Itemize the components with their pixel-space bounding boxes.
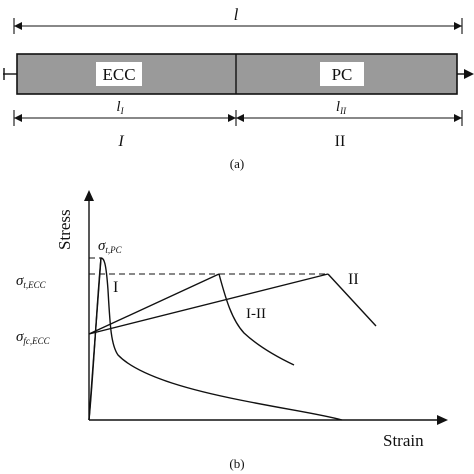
caption-b: (b) [229, 456, 244, 471]
curve-label-I: I [113, 279, 118, 296]
panel-a: l ECC PC lI lII I II (a) [3, 5, 474, 171]
x-axis-label: Strain [383, 431, 424, 450]
curve-II-hardening [88, 273, 329, 335]
ecc-label-box [96, 62, 142, 86]
total-length-arrow-right [454, 22, 462, 30]
curve-I-II-hardening [88, 273, 220, 335]
caption-a: (a) [230, 156, 244, 171]
x-axis-arrow-icon [437, 415, 448, 425]
total-length-label: l [234, 5, 239, 24]
length-right-label: lII [336, 99, 347, 116]
ecc-segment-label: ECC [102, 65, 135, 84]
total-length-arrow-left [14, 22, 22, 30]
segment-arrow-4 [454, 114, 462, 122]
curve-label-I-II: I-II [246, 306, 266, 322]
pc-segment-label: PC [332, 65, 353, 84]
curve-II-softening [327, 273, 377, 327]
right-load-arrow-icon [464, 69, 474, 79]
segment-arrow-1 [14, 114, 22, 122]
segment-arrow-3 [236, 114, 244, 122]
y-axis-arrow-icon [84, 190, 94, 201]
zone-left-label: I [117, 133, 124, 150]
sigma-t-pc-label: σt,PC [98, 238, 123, 255]
zone-right-label: II [335, 133, 346, 150]
total-length-label-bg [228, 8, 242, 22]
sigma-t-ecc-label: σt,ECC [16, 273, 47, 290]
y-axis-label: Stress [55, 209, 74, 250]
panel-b: Stress Strain σt,PC σt,ECC σfc,ECC I I-I… [16, 190, 448, 471]
curve-I-ascending [88, 257, 102, 421]
curve-label-II: II [348, 271, 359, 288]
curve-I-II-softening [218, 273, 295, 366]
segment-arrow-2 [228, 114, 236, 122]
curve-I-pc [88, 257, 343, 421]
pc-label-box [320, 62, 364, 86]
length-left-label: lI [116, 99, 124, 116]
beam-bar [16, 53, 458, 95]
sigma-fc-ecc-label: σfc,ECC [16, 329, 51, 346]
